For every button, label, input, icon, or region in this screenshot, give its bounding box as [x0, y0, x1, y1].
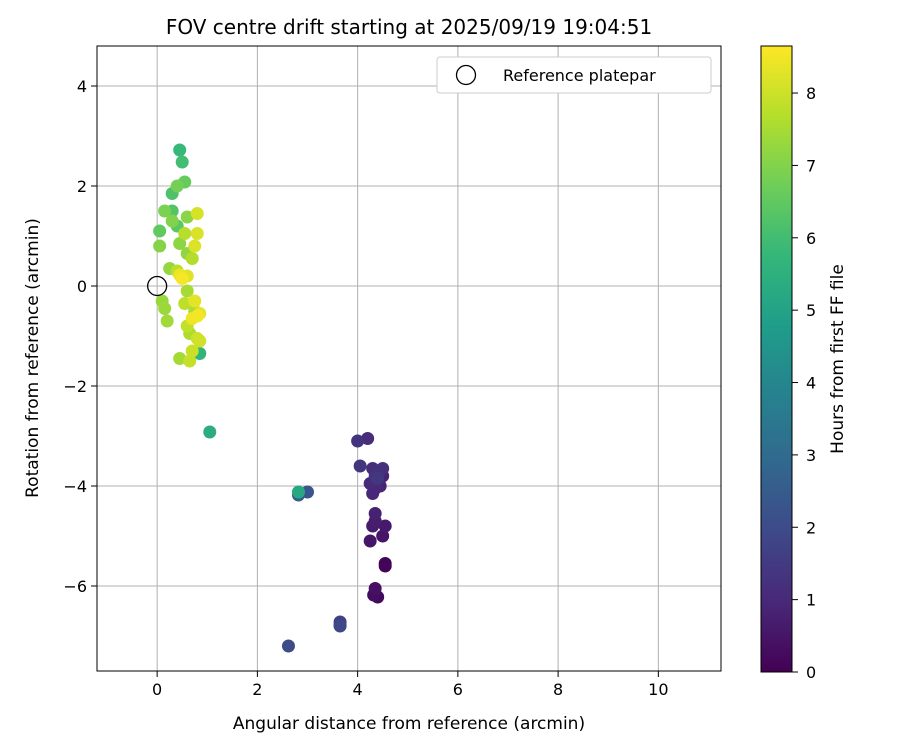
legend-box — [436, 56, 712, 94]
plot-frame — [96, 45, 722, 672]
scatter-points — [146, 143, 392, 653]
y-axis-ticks: −6 −4 −2 0 2 4 — [63, 77, 97, 596]
data-point — [165, 214, 179, 228]
chart-title: FOV centre drift starting at 2025/09/19 … — [166, 15, 652, 39]
data-point — [281, 639, 295, 653]
data-point — [190, 227, 204, 240]
data-point — [170, 179, 184, 193]
x-tick-label: 0 — [152, 680, 162, 699]
x-tick-label: 10 — [648, 680, 668, 699]
data-point — [153, 239, 167, 253]
x-tick-label: 6 — [453, 680, 463, 699]
data-point — [376, 529, 390, 543]
data-point — [178, 227, 192, 240]
data-point — [371, 472, 385, 485]
data-point — [178, 297, 192, 310]
data-point — [175, 272, 189, 285]
x-axis-label: Angular distance from reference (arcmin) — [233, 714, 585, 734]
data-point — [193, 334, 207, 348]
y-tick-label: 4 — [77, 77, 87, 96]
data-point — [175, 155, 189, 169]
data-point — [188, 239, 202, 253]
data-point — [173, 237, 187, 250]
data-point — [180, 210, 194, 224]
y-tick-label: −2 — [63, 377, 87, 396]
data-point — [378, 519, 392, 533]
colorbar-tick-label: 5 — [806, 301, 816, 320]
reference-platepar-marker — [146, 275, 168, 297]
data-point — [153, 224, 167, 238]
legend: Reference platepar — [436, 56, 712, 94]
data-point — [190, 207, 204, 220]
colorbar-tick-label: 8 — [806, 84, 816, 103]
colorbar-tick-label: 7 — [806, 156, 816, 175]
data-point — [363, 534, 377, 548]
x-tick-label: 2 — [252, 680, 262, 699]
data-point — [158, 204, 172, 218]
data-point — [158, 302, 172, 315]
legend-marker-reference — [455, 64, 477, 86]
x-axis-ticks: 0 2 4 6 8 10 — [152, 671, 669, 699]
y-tick-label: 0 — [77, 277, 87, 296]
colorbar-tick-label: 1 — [806, 591, 816, 610]
y-tick-label: 2 — [77, 177, 87, 196]
colorbar-gradient — [760, 45, 793, 673]
data-point — [185, 252, 199, 265]
data-point — [333, 619, 347, 633]
data-point — [353, 459, 367, 473]
legend-label-reference: Reference platepar — [503, 66, 656, 85]
colorbar-tick-label: 2 — [806, 518, 816, 537]
y-tick-label: −4 — [63, 477, 87, 496]
data-point — [378, 557, 392, 570]
colorbar-tick-label: 6 — [806, 229, 816, 248]
data-point — [203, 425, 217, 439]
grid — [97, 46, 721, 671]
data-point — [173, 352, 187, 365]
y-tick-label: −6 — [63, 577, 87, 596]
data-point — [188, 294, 202, 308]
colorbar: 0 1 2 3 4 5 6 7 8 Hours from first FF file — [760, 45, 848, 682]
data-point — [180, 284, 194, 298]
colorbar-tick-label: 0 — [806, 663, 816, 682]
data-point — [368, 582, 382, 595]
data-point — [368, 507, 382, 520]
y-axis-label: Rotation from reference (arcmin) — [23, 218, 43, 498]
data-point — [291, 485, 305, 499]
x-tick-label: 8 — [553, 680, 563, 699]
data-point — [183, 354, 197, 368]
x-tick-label: 4 — [353, 680, 363, 699]
data-point — [173, 143, 187, 157]
colorbar-tick-label: 4 — [806, 374, 816, 393]
data-point — [160, 314, 174, 328]
data-point — [351, 434, 365, 448]
colorbar-label: Hours from first FF file — [828, 264, 848, 454]
data-point — [190, 309, 204, 323]
data-point — [185, 344, 199, 358]
colorbar-ticks: 0 1 2 3 4 5 6 7 8 — [792, 84, 816, 682]
colorbar-tick-label: 3 — [806, 446, 816, 465]
data-point — [361, 432, 375, 445]
